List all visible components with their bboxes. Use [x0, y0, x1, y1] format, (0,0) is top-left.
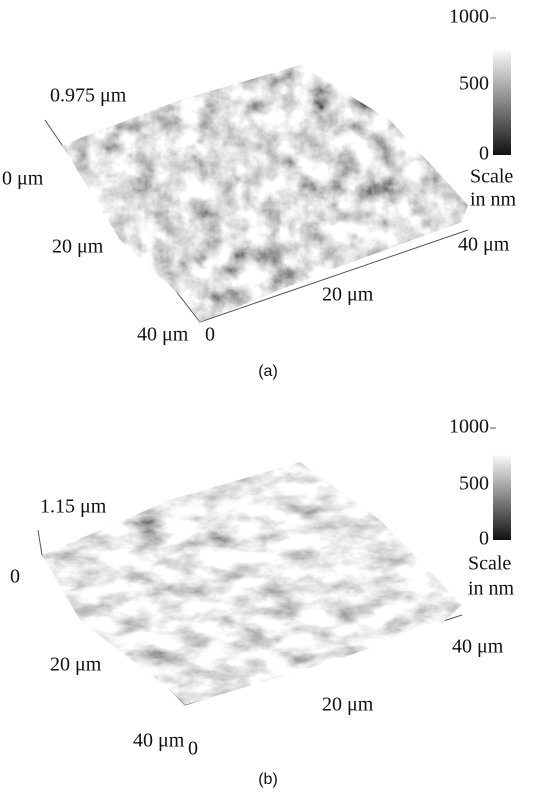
figure: 1000 500 0 Scale in nm 0.975 μm 0 μm 20 …	[0, 0, 535, 794]
scale-title: Scale	[468, 553, 511, 575]
axis-label: 20 μm	[50, 654, 102, 676]
axis-label: 40 μm	[133, 730, 185, 752]
scale-tick-label: 500	[459, 73, 489, 95]
axis-label: 0 μm	[2, 168, 44, 190]
scale-title: in nm	[468, 578, 515, 600]
axis-label: 20 μm	[322, 694, 374, 716]
axis-label: 40 μm	[458, 234, 510, 256]
scale-tick-label: 500	[459, 473, 489, 495]
scale-tick-label: 1000	[449, 6, 489, 28]
scale-tick-label: 0	[479, 143, 489, 165]
color-bar	[493, 50, 511, 155]
axis-label: 40 μm	[452, 636, 504, 658]
axis-label: 20 μm	[52, 236, 104, 258]
height-label: 1.15 μm	[40, 496, 107, 518]
scale-tick-label: 1000	[449, 416, 489, 438]
caption: (a)	[258, 363, 278, 380]
axis-label: 0	[188, 738, 198, 760]
axis-label: 0	[10, 566, 20, 588]
scale-tick-label: 0	[479, 528, 489, 550]
caption: (b)	[258, 771, 278, 788]
panel-b: 1000 500 0 Scale in nm 1.15 μm 0 20 μm 4…	[10, 416, 515, 789]
height-label: 0.975 μm	[50, 85, 127, 107]
panel-a: 1000 500 0 Scale in nm 0.975 μm 0 μm 20 …	[2, 6, 517, 381]
scale-title: in nm	[470, 189, 517, 211]
axis-label: 20 μm	[322, 284, 374, 306]
scale-title: Scale	[470, 166, 513, 188]
surface-image	[30, 455, 475, 715]
color-bar	[493, 455, 511, 540]
axis-label: 40 μm	[137, 324, 189, 346]
axis-label: 0	[205, 324, 215, 346]
